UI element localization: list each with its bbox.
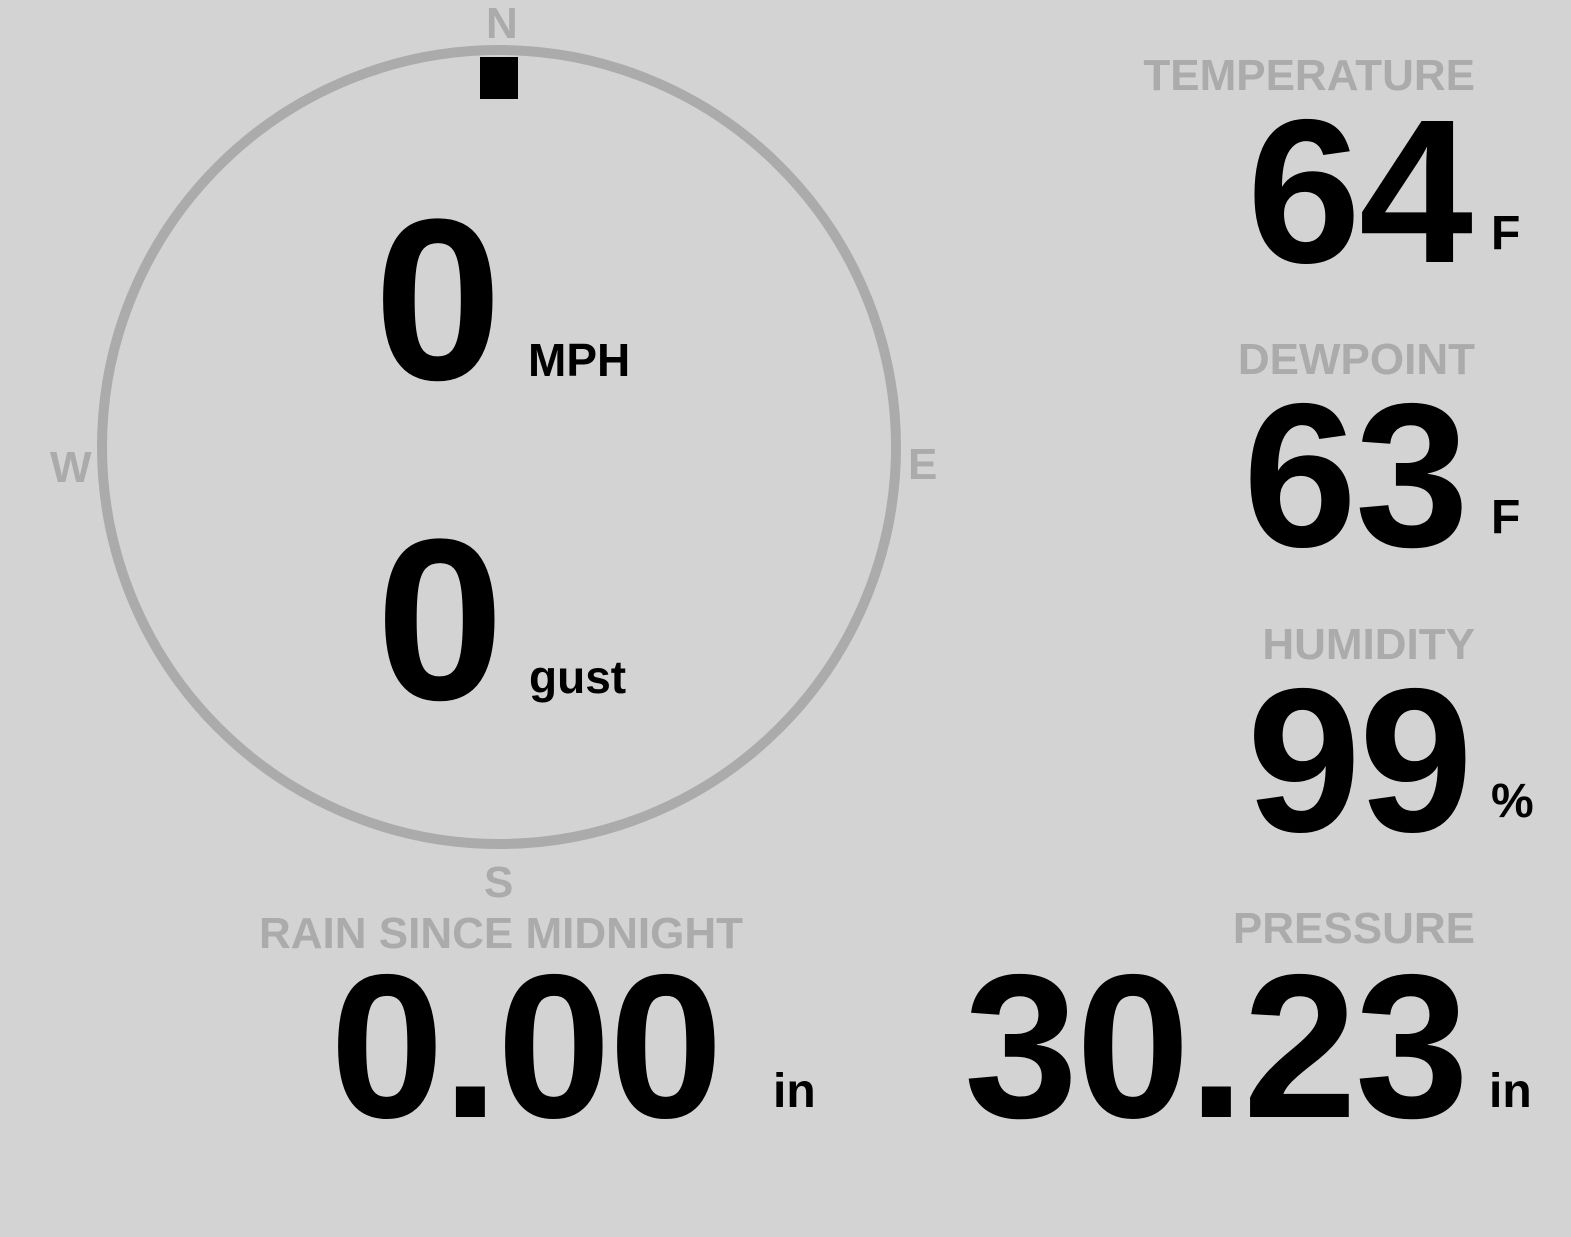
wind-speed-unit: MPH bbox=[528, 334, 631, 386]
compass-west: W bbox=[50, 443, 92, 492]
dewpoint-value: 63 bbox=[1242, 361, 1469, 590]
wind-compass bbox=[97, 45, 901, 849]
compass-ring bbox=[97, 45, 901, 849]
humidity-unit: % bbox=[1491, 775, 1534, 828]
compass-north: N bbox=[486, 0, 518, 48]
rain-value: 0.00 bbox=[330, 932, 723, 1161]
wind-direction-marker bbox=[480, 57, 518, 99]
gust-value: 0 bbox=[376, 491, 504, 748]
dewpoint-label: DEWPOINT bbox=[1237, 335, 1475, 384]
temperature-value: 64 bbox=[1246, 77, 1473, 306]
humidity-label: HUMIDITY bbox=[1262, 620, 1475, 669]
temperature-label: TEMPERATURE bbox=[1143, 51, 1475, 100]
rain-unit: in bbox=[773, 1065, 816, 1118]
wind-speed-value: 0 bbox=[374, 171, 502, 428]
humidity-value: 99 bbox=[1246, 646, 1473, 875]
pressure-value: 30.23 bbox=[963, 932, 1469, 1161]
gust-unit: gust bbox=[529, 651, 627, 703]
compass-south: S bbox=[484, 858, 514, 907]
temperature-unit: F bbox=[1491, 207, 1521, 260]
rain-label: RAIN SINCE MIDNIGHT bbox=[259, 909, 743, 958]
compass-east: E bbox=[908, 440, 938, 489]
pressure-label: PRESSURE bbox=[1232, 904, 1475, 953]
pressure-unit: in bbox=[1489, 1065, 1532, 1118]
dewpoint-unit: F bbox=[1491, 491, 1521, 544]
